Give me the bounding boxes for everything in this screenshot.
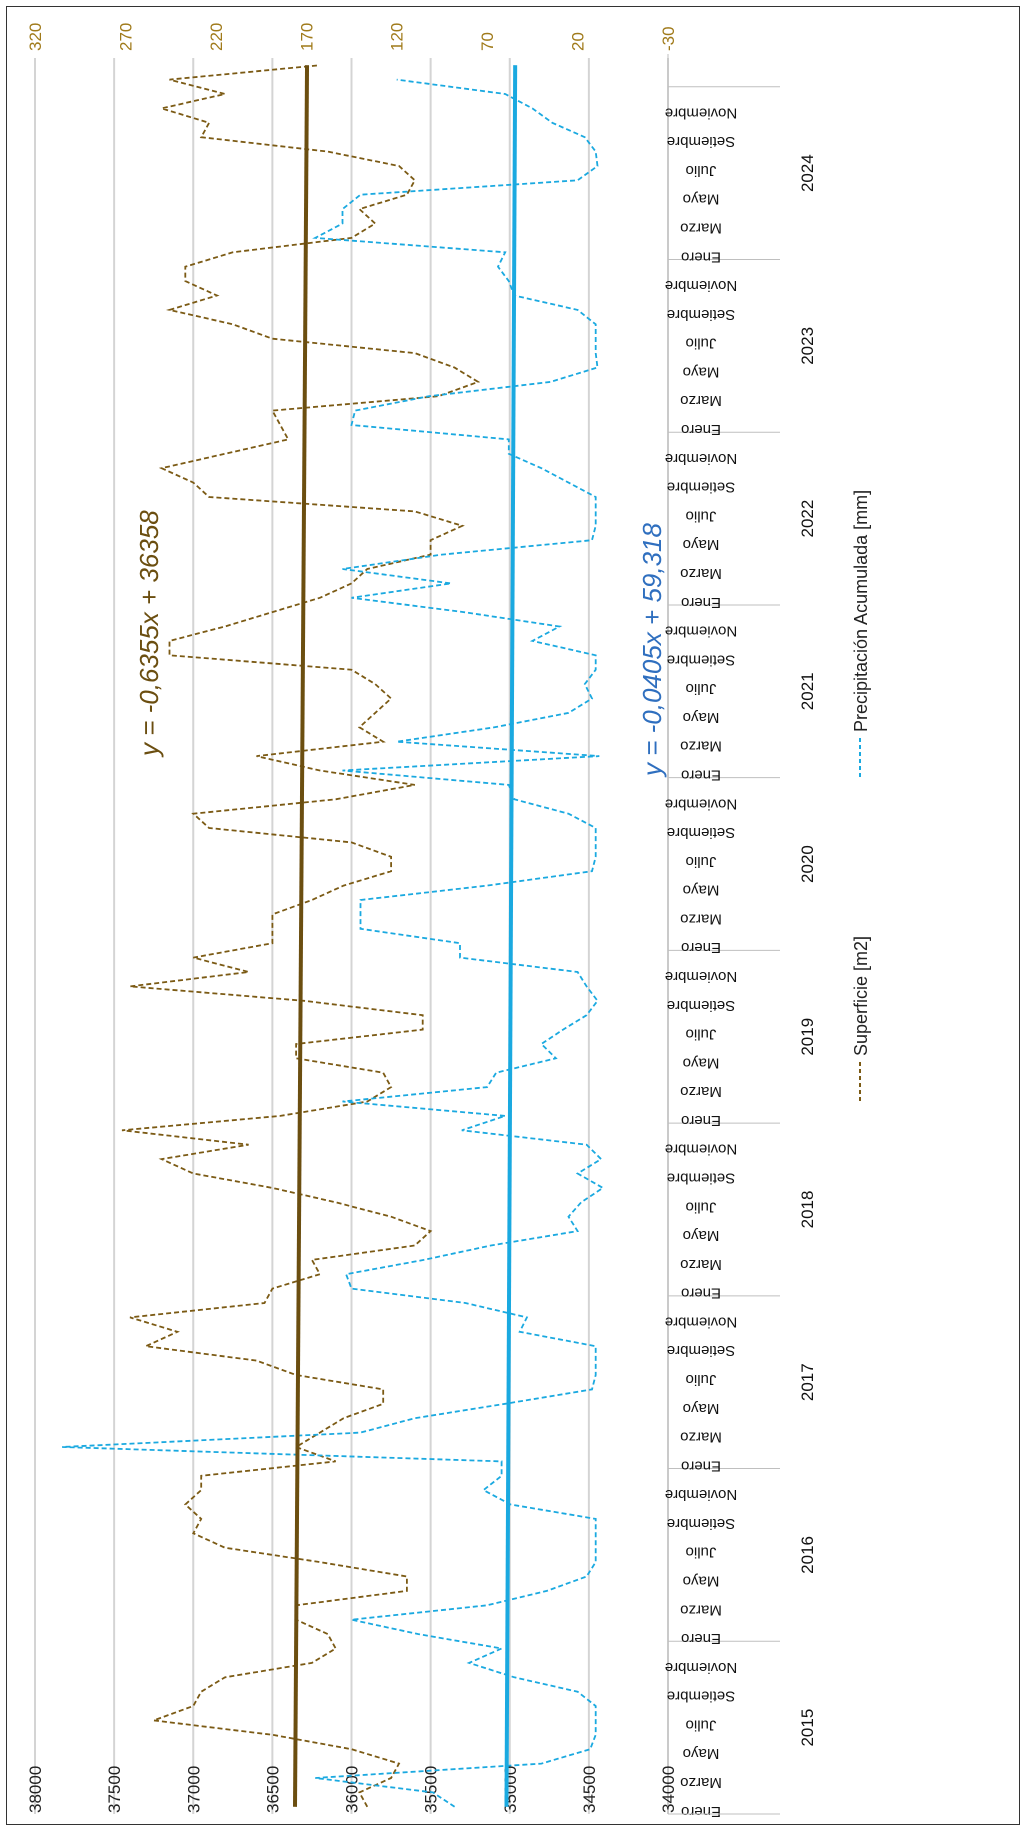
month-tick-label: Julio bbox=[686, 1544, 717, 1561]
month-tick-label: Noviembre bbox=[665, 1659, 738, 1676]
month-tick-label: Noviembre bbox=[665, 968, 738, 985]
right-axis-tick-label: 220 bbox=[207, 23, 226, 51]
month-tick-label: Noviembre bbox=[665, 1141, 738, 1158]
right-axis-tick-label: 70 bbox=[478, 32, 497, 51]
month-tick-label: Mayo bbox=[683, 536, 720, 553]
month-tick-label: Julio bbox=[686, 335, 717, 352]
month-tick-label: Setiembre bbox=[667, 824, 735, 841]
month-tick-label: Enero bbox=[681, 1630, 721, 1647]
month-tick-label: Julio bbox=[686, 1371, 717, 1388]
year-label: 2016 bbox=[798, 1536, 817, 1574]
month-tick-label: Noviembre bbox=[665, 795, 738, 812]
right-axis-tick-label: 320 bbox=[26, 23, 45, 51]
month-tick-label: Julio bbox=[686, 680, 717, 697]
month-tick-label: Julio bbox=[686, 162, 717, 179]
month-tick-label: Enero bbox=[681, 1457, 721, 1474]
month-tick-label: Setiembre bbox=[667, 651, 735, 668]
left-axis-tick-label: 35500 bbox=[422, 1766, 441, 1813]
month-tick-label: Marzo bbox=[680, 1429, 722, 1446]
month-tick-label: Mayo bbox=[683, 1573, 720, 1590]
left-axis-tick-label: 34500 bbox=[580, 1766, 599, 1813]
month-tick-label: Noviembre bbox=[665, 1486, 738, 1503]
month-tick-label: Enero bbox=[681, 1803, 721, 1820]
left-axis-tick-label: 35000 bbox=[501, 1766, 520, 1813]
year-label: 2024 bbox=[798, 154, 817, 192]
month-tick-label: Marzo bbox=[680, 910, 722, 927]
month-tick-label: Marzo bbox=[680, 1256, 722, 1273]
month-tick-label: Mayo bbox=[683, 1745, 720, 1762]
precipitacion-legend-label: Precipitación Acumulada [mm] bbox=[851, 490, 871, 732]
precipitacion-series-line bbox=[62, 78, 605, 1808]
month-tick-label: Enero bbox=[681, 939, 721, 956]
year-label: 2022 bbox=[798, 500, 817, 538]
month-tick-label: Julio bbox=[686, 507, 717, 524]
precipitacion-trendline bbox=[504, 65, 518, 1807]
rotated-line-chart: 38000 37500 37000 36500 36000 35500 35000 34500… bbox=[26, 23, 871, 1820]
year-label: 2023 bbox=[798, 327, 817, 365]
right-axis-tick-label: 20 bbox=[569, 32, 588, 51]
month-tick-label: Julio bbox=[686, 853, 717, 870]
left-axis-tick-label: 37000 bbox=[184, 1766, 203, 1813]
month-tick-label: Mayo bbox=[683, 882, 720, 899]
month-tick-label: Julio bbox=[686, 1026, 717, 1043]
month-tick-label: Julio bbox=[686, 1198, 717, 1215]
month-tick-label: Marzo bbox=[680, 392, 722, 409]
superficie-legend-label: Superficie [m2] bbox=[851, 936, 871, 1056]
month-tick-label: Setiembre bbox=[667, 479, 735, 496]
left-axis-tick-label: 36500 bbox=[263, 1766, 282, 1813]
month-tick-label: Enero bbox=[681, 1112, 721, 1129]
left-axis-tick-label: 37500 bbox=[105, 1766, 124, 1813]
right-axis-tick-label: 270 bbox=[116, 23, 135, 51]
month-tick-label: Enero bbox=[681, 248, 721, 265]
month-tick-label: Enero bbox=[681, 594, 721, 611]
month-tick-label: Noviembre bbox=[665, 104, 738, 121]
year-label: 2021 bbox=[798, 672, 817, 710]
month-tick-label: Mayo bbox=[683, 1054, 720, 1071]
month-tick-label: Marzo bbox=[680, 738, 722, 755]
left-axis-tick-label: 36000 bbox=[343, 1766, 362, 1813]
month-tick-label: Noviembre bbox=[665, 1313, 738, 1330]
month-tick-label: Setiembre bbox=[667, 997, 735, 1014]
month-tick-label: Marzo bbox=[680, 220, 722, 237]
right-axis-tick-label: -30 bbox=[659, 26, 678, 51]
left-axis-tick-label: 34000 bbox=[659, 1766, 678, 1813]
month-tick-label: Marzo bbox=[680, 1774, 722, 1791]
month-tick-label: Setiembre bbox=[667, 1688, 735, 1705]
chart-frame: 38000 37500 37000 36500 36000 35500 35000 34500… bbox=[6, 6, 1020, 1825]
month-tick-label: Setiembre bbox=[667, 133, 735, 150]
year-label: 2020 bbox=[798, 845, 817, 883]
month-tick-label: Julio bbox=[686, 1716, 717, 1733]
month-tick-label: Enero bbox=[681, 421, 721, 438]
month-tick-label: Setiembre bbox=[667, 1169, 735, 1186]
right-axis-tick-label: 170 bbox=[297, 23, 316, 51]
left-axis-tick-label: 38000 bbox=[26, 1766, 45, 1813]
month-tick-label: Setiembre bbox=[667, 1515, 735, 1532]
month-tick-label: Setiembre bbox=[667, 1342, 735, 1359]
year-label: 2019 bbox=[798, 1018, 817, 1056]
month-tick-label: Marzo bbox=[680, 1083, 722, 1100]
month-tick-label: Mayo bbox=[683, 1227, 720, 1244]
month-tick-label: Mayo bbox=[683, 1400, 720, 1417]
superficie-trend-equation: y = -0,6355x + 36358 bbox=[134, 510, 164, 758]
month-tick-label: Marzo bbox=[680, 1601, 722, 1618]
month-tick-label: Enero bbox=[681, 766, 721, 783]
month-tick-label: Noviembre bbox=[665, 450, 738, 467]
month-tick-label: Noviembre bbox=[665, 623, 738, 640]
month-tick-label: Mayo bbox=[683, 709, 720, 726]
month-tick-label: Mayo bbox=[683, 191, 720, 208]
precipitacion-trend-equation: y = -0,0405x + 59,318 bbox=[637, 522, 667, 778]
year-label: 2018 bbox=[798, 1191, 817, 1229]
year-label: 2015 bbox=[798, 1709, 817, 1747]
month-tick-label: Mayo bbox=[683, 363, 720, 380]
year-label: 2017 bbox=[798, 1363, 817, 1401]
month-tick-label: Setiembre bbox=[667, 306, 735, 323]
right-axis-tick-label: 120 bbox=[388, 23, 407, 51]
month-tick-label: Enero bbox=[681, 1285, 721, 1302]
month-tick-label: Noviembre bbox=[665, 277, 738, 294]
superficie-trendline bbox=[293, 65, 310, 1807]
month-tick-label: Marzo bbox=[680, 565, 722, 582]
